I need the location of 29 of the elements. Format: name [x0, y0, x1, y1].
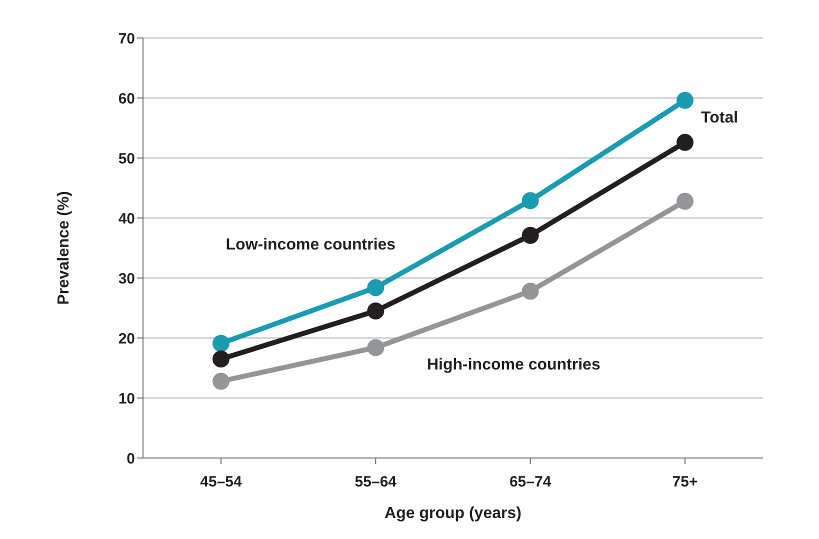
x-tick-label: 55–64	[354, 474, 398, 491]
point	[522, 192, 539, 210]
point	[676, 192, 694, 210]
y-tick-label: 30	[118, 270, 135, 288]
point	[676, 134, 694, 151]
y-tick-label: 10	[118, 390, 135, 408]
point	[212, 350, 230, 368]
point	[522, 282, 539, 300]
y-tick-label: 70	[118, 30, 135, 48]
series-label: High-income countries	[426, 356, 600, 374]
point	[367, 302, 384, 320]
point	[367, 339, 384, 356]
y-axis-title: Prevalence (%)	[56, 191, 73, 305]
y-tick-label: 0	[126, 450, 135, 468]
series-label: Low-income countries	[226, 236, 396, 254]
x-tick-label: 75+	[672, 474, 698, 491]
point	[676, 92, 694, 109]
x-tick-label: 45–54	[200, 474, 243, 491]
point	[212, 334, 230, 352]
y-tick-label: 20	[118, 330, 135, 348]
point	[522, 226, 539, 244]
y-tick-label: 60	[118, 90, 135, 108]
point	[367, 279, 384, 296]
y-tick-label: 50	[118, 150, 135, 168]
series-label: Total	[701, 109, 738, 126]
x-tick-label: 65–74	[509, 474, 552, 491]
x-axis-title: Age group (years)	[384, 505, 522, 522]
y-tick-label: 40	[118, 210, 135, 228]
point	[212, 372, 230, 390]
